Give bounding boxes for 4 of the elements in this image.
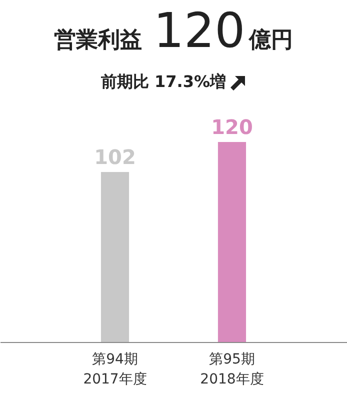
data-label: 120	[211, 115, 253, 139]
x-tick-label: 第95期 2018年度	[200, 352, 264, 388]
chart-subtitle: 前期比 17.3%増	[100, 72, 226, 91]
x-tick-label: 第94期 2017年度	[83, 352, 147, 388]
